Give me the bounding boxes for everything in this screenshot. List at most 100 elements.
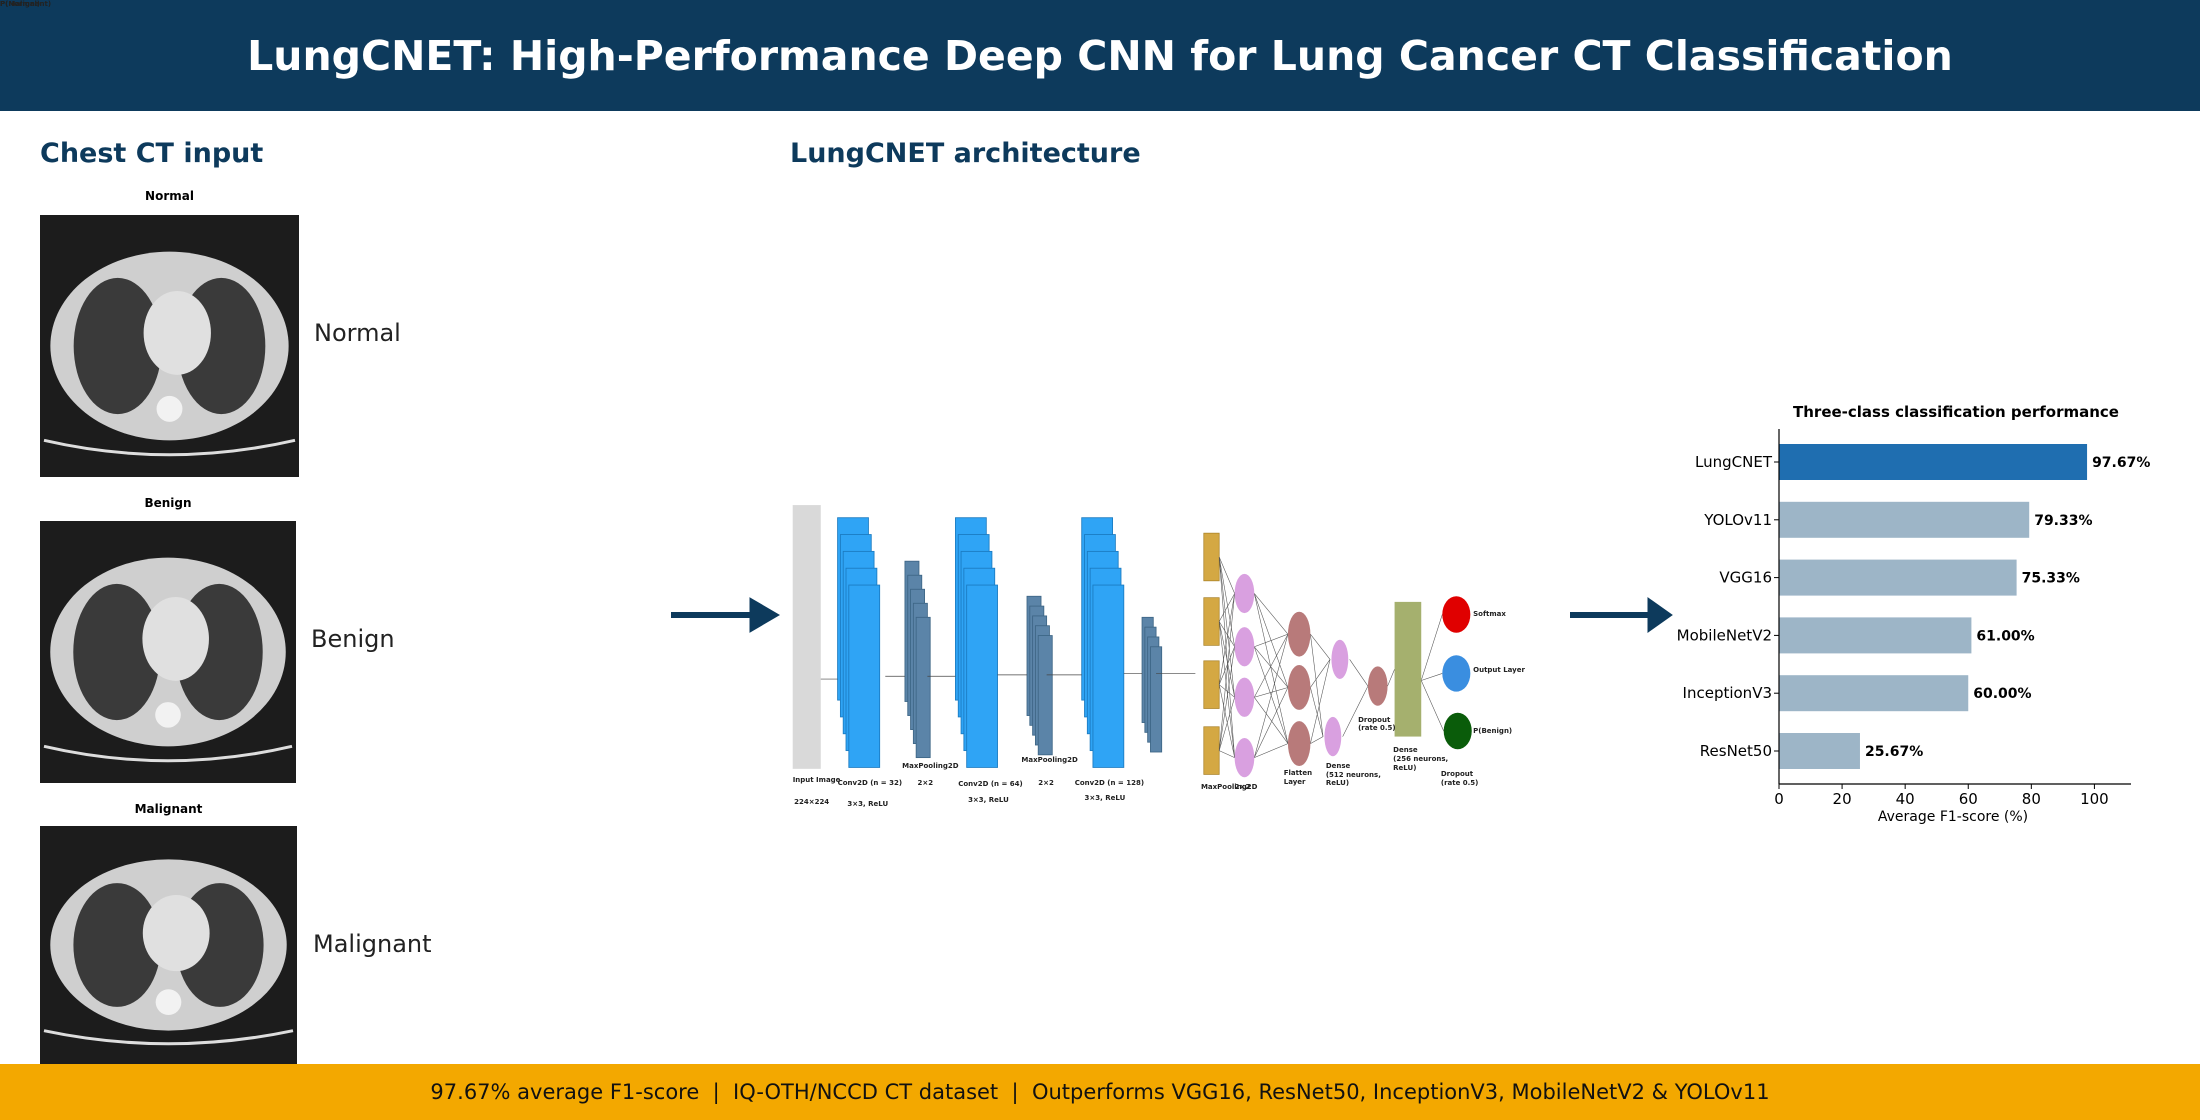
connector [1310,659,1331,688]
x-tick-label: 100 [2080,790,2109,808]
connector [1218,697,1235,751]
connector [1387,669,1395,687]
arrow [671,597,1673,633]
ct-lung [73,277,162,415]
y-tick-label: LungCNET [1695,453,1773,471]
bar [1779,501,2030,538]
bar [1779,675,1969,712]
ct-spine [155,702,181,728]
ct-table [43,1029,294,1046]
architecture-label: 3×3, ReLU [847,799,889,808]
connector [1420,614,1443,681]
bar [1779,559,2017,596]
y-tick-label: VGG16 [1719,569,1772,587]
x-tick-label: 0 [1774,790,1784,808]
architecture-label: 2×2 [1234,782,1251,791]
dropout-neuron [1287,611,1311,657]
ct-caption: Benign [144,496,192,510]
dropout-neuron [1287,665,1311,710]
architecture-label: MaxPooling2D [1200,782,1258,791]
conv-block [1092,584,1125,768]
chart-title: Three-class classification performance [1793,403,2119,421]
x-tick-label: 40 [1896,790,1915,808]
pool-block [1150,646,1163,753]
connector [1310,633,1331,660]
input-layer [792,505,821,769]
ct-heart [142,596,209,681]
connector [1349,659,1369,687]
connector [1218,684,1235,758]
connector [1218,593,1235,685]
connector [1218,646,1235,685]
pool-block [1037,635,1053,756]
connector [1342,685,1369,737]
architecture-label: 3×3, ReLU [968,795,1009,804]
architecture-label: P(Benign) [1473,726,1513,735]
ct-label: Malignant [313,930,432,958]
ct-label: Benign [311,625,395,653]
value-label: 79.33% [2034,513,2092,529]
conv-block [966,584,998,768]
connector [1421,673,1443,681]
connector [1218,593,1235,751]
connector [1310,634,1324,737]
flatten-unit [1203,532,1220,582]
bar [1779,444,2088,480]
connector [1218,556,1235,647]
connector [1254,634,1289,698]
connector [1219,684,1235,698]
connector [1254,646,1289,688]
architecture-label: 2×2 [917,778,934,787]
output-neuron [1443,712,1472,750]
architecture-label: Input Image [792,775,841,784]
ct-image [40,215,299,477]
input-title: Chest CT input [40,138,264,169]
y-tick-label: YOLOv11 [1703,511,1772,529]
value-label: 60.00% [1973,686,2031,702]
connector [1254,687,1289,698]
x-axis-label: Average F1-score (%) [1878,809,2028,825]
connector [1310,659,1331,744]
output-neuron [1442,596,1471,633]
architecture-label: Flatten Layer [1283,768,1313,786]
architecture-title: LungCNET architecture [790,138,1141,169]
ct-spine [155,989,182,1015]
dense-neuron [1331,639,1349,680]
output-neuron [1442,655,1471,692]
architecture-label: Conv2D (n = 128) [1074,778,1145,787]
conv-block [848,584,881,768]
dense-neuron [1234,627,1255,667]
ct-image [40,521,296,783]
ct-heart [143,290,211,375]
connector [1218,556,1235,594]
connector [1254,743,1289,758]
architecture-label: 3×3, ReLU [1084,794,1126,803]
dense-neuron [1234,573,1255,614]
architecture-label: MaxPooling2D [1021,756,1078,765]
flatten-unit [1203,660,1220,709]
dropout-neuron [1367,666,1388,706]
architecture-diagram [792,505,1472,778]
connector [1254,593,1289,744]
connector [1254,697,1289,744]
flatten-unit [1203,597,1220,646]
x-tick-label: 60 [1959,790,1978,808]
connector [1218,621,1235,758]
architecture-label: Dense (256 neurons, ReLU) [1393,746,1449,772]
architecture-label: Softmax [1473,610,1506,619]
ct-spine [156,395,183,422]
y-tick-label: ResNet50 [1700,742,1772,760]
architecture-label: Dense (512 neurons, ReLU) [1325,761,1381,788]
ct-caption: Normal [145,189,194,203]
ct-image [40,826,297,1064]
architecture-label: Conv2D (n = 32) [837,778,903,787]
architecture-label: P(Malignant) [0,0,52,8]
connector [1218,646,1235,751]
architecture-label: P(Normal) [0,0,41,8]
dense-neuron [1324,716,1342,757]
architecture-label: Output Layer [1473,666,1525,675]
ct-heart [142,895,210,972]
connector [1420,680,1444,732]
